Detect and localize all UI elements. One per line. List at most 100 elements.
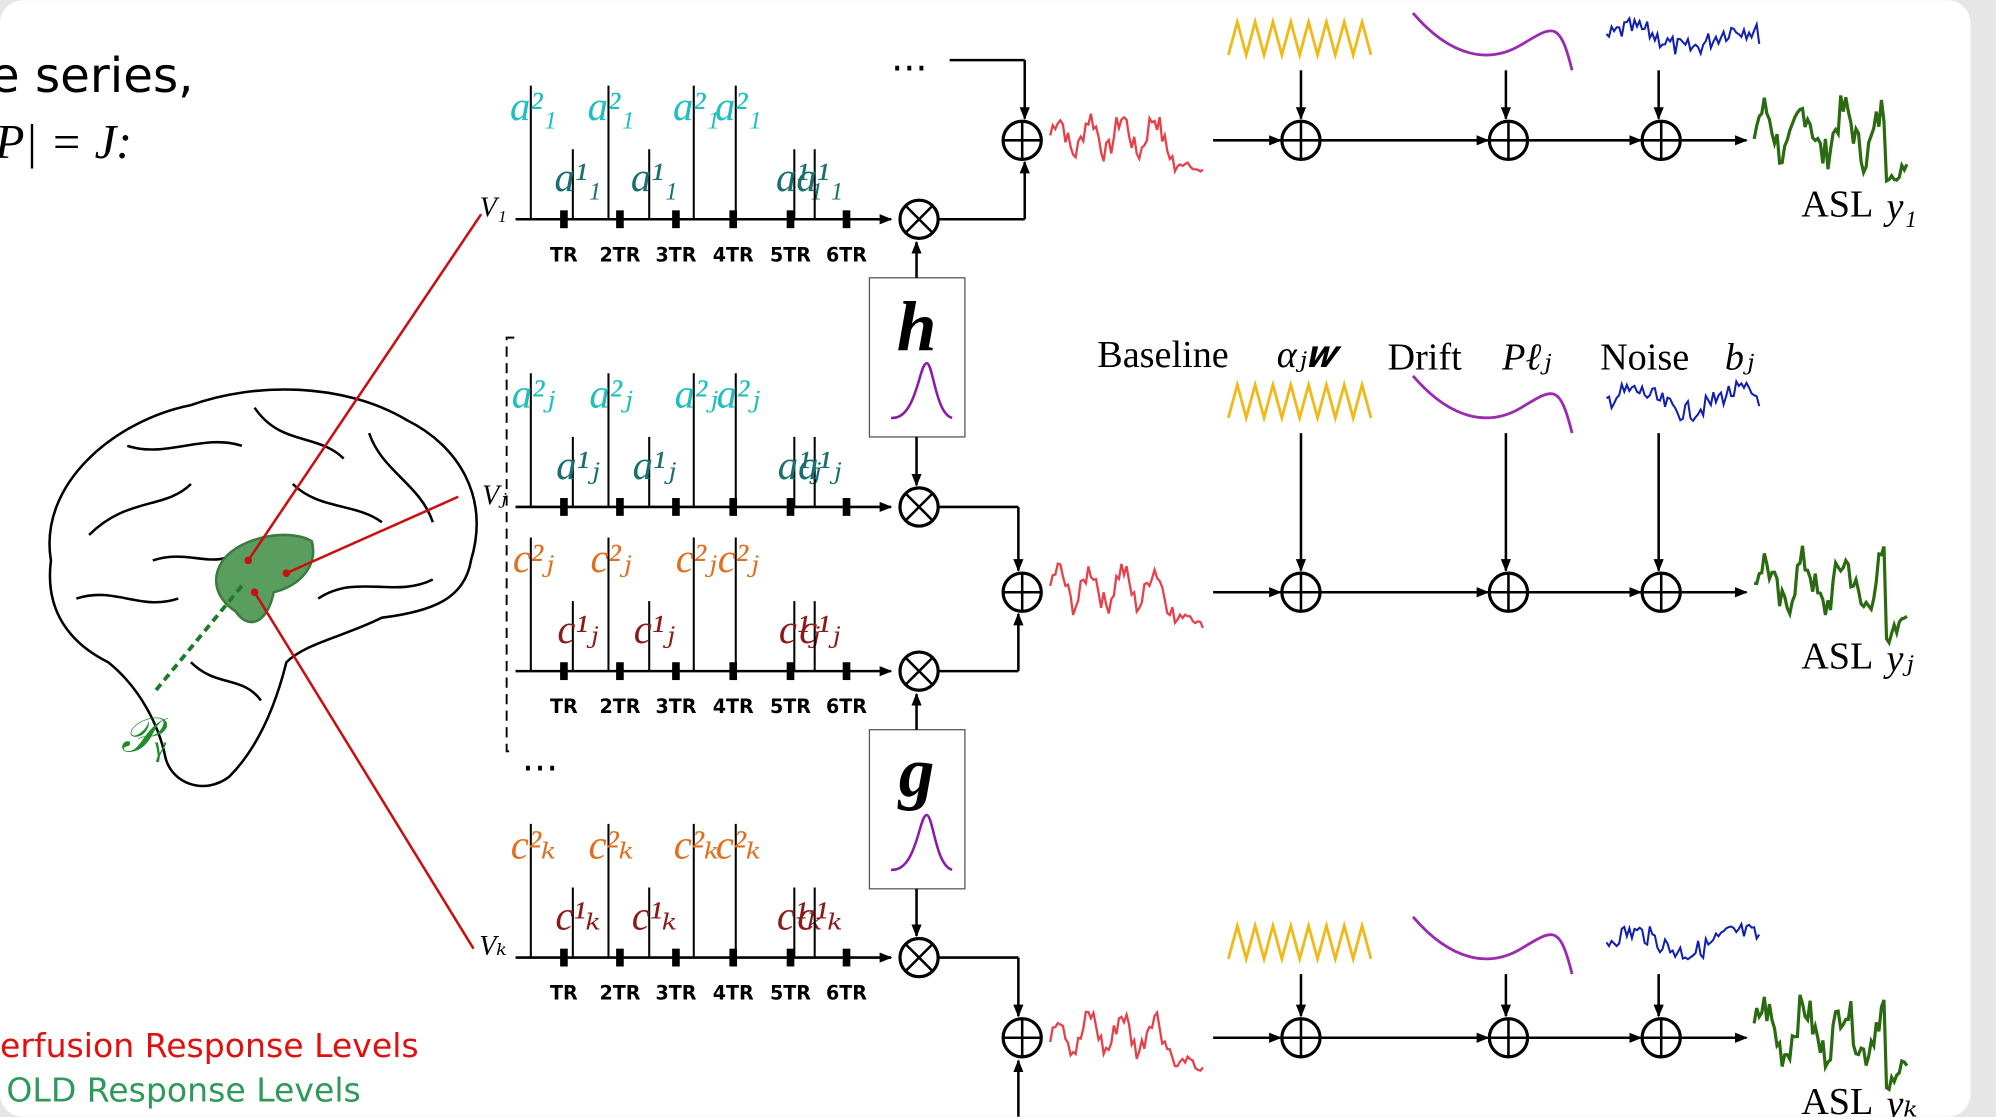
response-level: a²₁: [510, 84, 557, 129]
tick-label: 6TR: [826, 695, 867, 718]
baseline-signal: [1227, 920, 1373, 965]
drift-signal: [1411, 915, 1574, 975]
legend-entry: OLD Response Levels: [6, 1070, 360, 1109]
tick-label: 2TR: [599, 982, 640, 1005]
tick-mark: [616, 662, 624, 681]
tick-mark: [842, 948, 851, 967]
tick-label: 6TR: [826, 243, 867, 266]
response-level: a¹ⱼ: [633, 443, 677, 488]
tick-mark: [842, 210, 851, 229]
region-point: [244, 556, 253, 565]
baseline-signal: [1227, 379, 1373, 424]
output-label: ASL: [1801, 184, 1873, 226]
output-symbol: y₁: [1883, 186, 1917, 228]
response-level: c¹ₖ: [632, 894, 677, 939]
tick-label: 4TR: [713, 695, 754, 718]
tick-mark: [560, 210, 568, 229]
voxel-label: Vₖ: [479, 931, 506, 962]
tick-mark: [786, 948, 795, 967]
tick-label: TR: [550, 243, 578, 266]
ellipsis: ...: [522, 736, 558, 780]
caption-line: P| = J:: [0, 116, 132, 169]
drift-signal: [1411, 12, 1574, 71]
tick-mark: [616, 498, 624, 516]
response-level: c¹ⱼ: [634, 607, 675, 652]
response-level: c¹ⱼ: [779, 607, 820, 652]
caption-line: e series,: [0, 48, 194, 104]
tick-label: 2TR: [599, 243, 640, 266]
tick-mark: [842, 662, 851, 681]
response-level: c²ₖ: [588, 822, 633, 867]
tick-label: TR: [550, 982, 578, 1005]
response-level: c²ⱼ: [676, 536, 717, 581]
region-point: [250, 588, 259, 597]
output-label: ASL: [1801, 636, 1873, 678]
response-level: a²₁: [715, 84, 762, 129]
tick-label: 4TR: [713, 243, 754, 266]
response-level: a²ⱼ: [512, 372, 556, 417]
bracket: [505, 336, 515, 753]
noise-signal: [1605, 921, 1761, 961]
asl-signal: [1752, 95, 1909, 184]
drift-symbol: Pℓⱼ: [1501, 336, 1551, 378]
noise-signal: [1605, 15, 1761, 57]
response-level: a²₁: [588, 84, 635, 129]
response-level: a¹₁: [555, 155, 602, 200]
tick-mark: [616, 948, 624, 967]
voxel-label: V₁: [480, 193, 507, 224]
connector: [253, 591, 475, 950]
connector: [905, 205, 933, 233]
signal: [1049, 562, 1204, 629]
connector: [905, 943, 933, 972]
tick-mark: [729, 498, 738, 516]
response-level: c²ₖ: [511, 822, 556, 867]
response-level: a²ⱼ: [717, 372, 761, 417]
signal: [1049, 113, 1204, 175]
tick-mark: [560, 662, 568, 681]
tick-mark: [616, 210, 624, 229]
response-level: c¹ₖ: [555, 894, 600, 939]
asl-signal: [1753, 545, 1908, 647]
tick-label: 5TR: [770, 243, 811, 266]
ellipsis: ...: [891, 36, 927, 80]
tick-label: 4TR: [713, 982, 754, 1005]
noise-symbol: bⱼ: [1725, 336, 1754, 378]
response-level: a²₁: [673, 84, 720, 129]
noise-label: Noise: [1600, 336, 1689, 378]
baseline-label: Baseline: [1097, 334, 1228, 376]
connector: [285, 495, 459, 575]
tick-label: 6TR: [826, 982, 867, 1005]
response-level: c²ⱼ: [513, 536, 554, 581]
tick-mark: [729, 662, 738, 681]
tick-mark: [560, 498, 568, 516]
tick-mark: [786, 662, 795, 681]
tick-label: 3TR: [655, 695, 696, 718]
legend-entry: erfusion Response Levels: [0, 1026, 419, 1065]
tick-mark: [729, 210, 738, 229]
asl-signal: [1752, 994, 1909, 1092]
connector: [905, 657, 933, 685]
output-symbol: yⱼ: [1883, 638, 1914, 680]
response-level: a²ⱼ: [675, 372, 719, 417]
voxel-label: Vⱼ: [482, 480, 507, 511]
response-level: c²ⱼ: [718, 536, 759, 581]
tick-mark: [729, 948, 738, 967]
response-level: a¹₁: [796, 155, 843, 200]
tick-mark: [786, 210, 795, 229]
tick-mark: [672, 210, 680, 229]
kernel-g: g: [868, 729, 966, 890]
response-level: a¹ⱼ: [798, 443, 842, 488]
tick-mark: [842, 498, 851, 516]
tick-mark: [672, 498, 680, 516]
response-level: c²ⱼ: [590, 536, 631, 581]
drift-label: Drift: [1388, 336, 1463, 378]
response-level: c¹ⱼ: [557, 607, 598, 652]
region-label: 𝒫ᵧ: [121, 709, 169, 762]
kernel-label: g: [897, 733, 935, 812]
signal: [1049, 1009, 1204, 1073]
tick-label: 3TR: [655, 982, 696, 1005]
tick-label: 5TR: [770, 982, 811, 1005]
response-level: a²ⱼ: [589, 372, 633, 417]
tick-label: 5TR: [770, 695, 811, 718]
